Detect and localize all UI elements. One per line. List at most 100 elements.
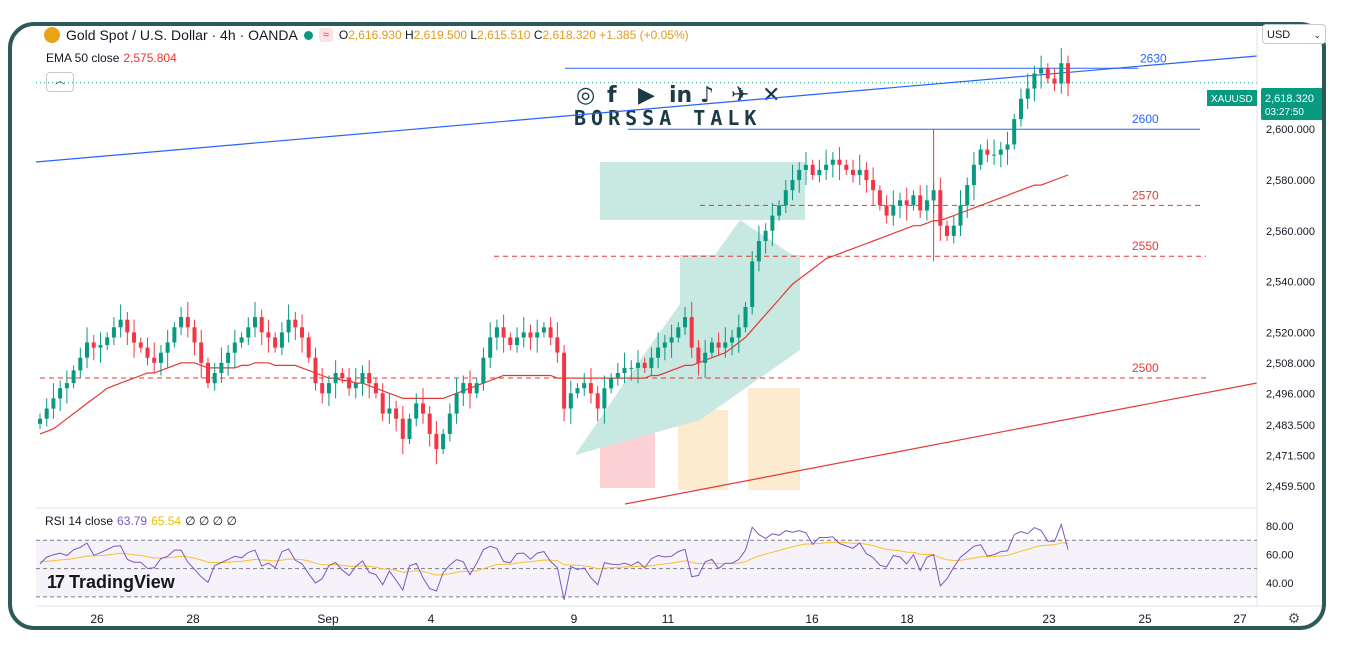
candle[interactable] (353, 383, 358, 389)
candle[interactable] (454, 393, 459, 414)
candle[interactable] (266, 332, 271, 338)
candle[interactable] (360, 373, 365, 384)
candle[interactable] (588, 383, 593, 394)
candle[interactable] (152, 357, 157, 363)
candle[interactable] (387, 408, 392, 414)
candle[interactable] (461, 383, 466, 394)
candle[interactable] (736, 327, 741, 338)
candle[interactable] (441, 433, 446, 450)
candle[interactable] (165, 342, 170, 353)
candle[interactable] (676, 327, 681, 338)
candle[interactable] (669, 337, 674, 343)
candle[interactable] (998, 149, 1003, 155)
candle[interactable] (300, 327, 304, 338)
candle[interactable] (783, 190, 788, 206)
candle[interactable] (756, 241, 761, 262)
candle[interactable] (877, 190, 882, 206)
candle[interactable] (98, 345, 103, 348)
candle[interactable] (649, 357, 654, 368)
candle[interactable] (938, 190, 943, 226)
candle[interactable] (340, 373, 345, 379)
candle[interactable] (1059, 63, 1064, 84)
candle[interactable] (817, 169, 822, 175)
candle[interactable] (407, 418, 412, 439)
candle[interactable] (64, 383, 69, 389)
candle[interactable] (515, 337, 519, 345)
symbol-title[interactable]: Gold Spot / U.S. Dollar · 4h · OANDA (66, 27, 298, 43)
candle[interactable] (313, 357, 318, 384)
candle[interactable] (199, 342, 204, 363)
candle[interactable] (582, 383, 587, 389)
candle[interactable] (904, 200, 909, 206)
candle[interactable] (985, 149, 990, 155)
candle[interactable] (703, 352, 708, 363)
candle[interactable] (978, 149, 983, 165)
currency-select[interactable]: USD ⌄ (1262, 24, 1326, 44)
candle[interactable] (1052, 78, 1057, 84)
candle[interactable] (138, 342, 143, 348)
candle[interactable] (965, 185, 970, 206)
candle[interactable] (414, 403, 419, 419)
candle[interactable] (743, 307, 748, 328)
candle[interactable] (898, 200, 902, 206)
candle[interactable] (85, 342, 89, 358)
candle[interactable] (864, 169, 869, 181)
candle[interactable] (824, 164, 829, 170)
candle[interactable] (185, 317, 190, 328)
candle[interactable] (132, 332, 136, 343)
settings-gear-icon[interactable]: ⚙ (1287, 610, 1301, 626)
candle[interactable] (239, 337, 244, 343)
candle[interactable] (279, 332, 284, 348)
candle[interactable] (111, 327, 116, 338)
candle[interactable] (884, 205, 889, 216)
candle[interactable] (373, 383, 378, 394)
candle[interactable] (118, 319, 123, 328)
candle[interactable] (837, 159, 842, 165)
candle[interactable] (501, 327, 506, 338)
candle[interactable] (642, 362, 647, 368)
candle[interactable] (790, 180, 795, 191)
candle[interactable] (246, 327, 251, 338)
ema-legend[interactable]: EMA 50 close 2,575.804 (46, 51, 177, 65)
candle[interactable] (474, 383, 479, 394)
candle[interactable] (951, 225, 956, 236)
candle[interactable] (326, 383, 331, 394)
candle[interactable] (662, 342, 667, 348)
candle[interactable] (421, 403, 425, 414)
candle[interactable] (797, 169, 802, 181)
candle[interactable] (575, 388, 580, 394)
candle[interactable] (293, 319, 298, 328)
candle[interactable] (723, 342, 728, 348)
candle[interactable] (924, 200, 929, 211)
candle[interactable] (521, 332, 526, 338)
candle[interactable] (810, 164, 815, 175)
candle[interactable] (992, 154, 997, 156)
candle[interactable] (1039, 68, 1044, 74)
candle[interactable] (971, 164, 976, 186)
candle[interactable] (1066, 63, 1070, 84)
candle[interactable] (696, 347, 701, 363)
candle[interactable] (716, 342, 721, 348)
candle[interactable] (333, 373, 338, 384)
candle[interactable] (851, 169, 855, 175)
candle[interactable] (508, 337, 513, 345)
candle[interactable] (683, 317, 687, 328)
candle[interactable] (306, 337, 311, 358)
candle[interactable] (44, 408, 49, 419)
candle[interactable] (548, 327, 553, 338)
candle[interactable] (488, 337, 493, 358)
collapse-legend-button[interactable]: ︿ (46, 72, 74, 92)
candle[interactable] (380, 393, 385, 414)
candle[interactable] (286, 319, 291, 333)
candle[interactable] (105, 337, 110, 345)
red-trendline[interactable] (624, 382, 1258, 505)
candle[interactable] (656, 347, 661, 358)
candle[interactable] (253, 317, 257, 328)
candle[interactable] (958, 205, 963, 226)
candle[interactable] (78, 357, 83, 371)
candle[interactable] (871, 180, 876, 191)
candle[interactable] (400, 418, 405, 439)
candle[interactable] (602, 388, 607, 409)
candle[interactable] (394, 408, 399, 419)
